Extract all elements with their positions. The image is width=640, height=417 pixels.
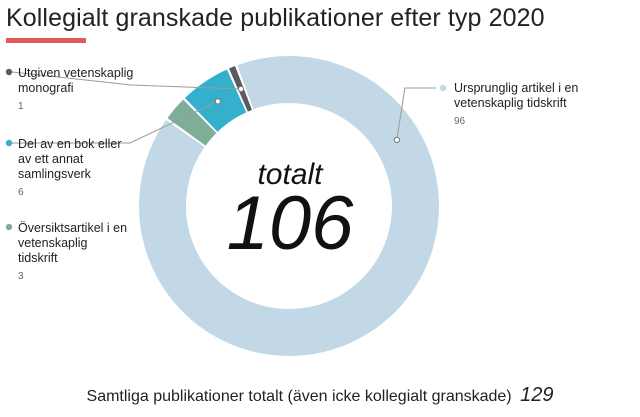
bok-legend-marker [5, 139, 13, 147]
label-monografi-value: 1 [18, 101, 24, 112]
slice-oversikt [167, 99, 217, 146]
label-monografi-text: Utgiven vetenskaplig monografi [18, 66, 134, 95]
bok-leader [12, 100, 219, 144]
label-oversikt: Översiktsartikel i en vetenskaplig tidsk… [18, 221, 130, 284]
monografi-legend-marker [5, 68, 13, 76]
label-bok: Del av en bok eller av ett annat samling… [18, 137, 128, 200]
label-artikel-text: Ursprunglig artikel i en vetenskaplig ti… [454, 81, 579, 110]
label-monografi: Utgiven vetenskaplig monografi 1 [18, 66, 148, 114]
footer: Samtliga publikationer totalt (även icke… [0, 384, 640, 407]
label-oversikt-text: Översiktsartikel i en vetenskaplig tidsk… [18, 221, 128, 265]
slice-artikel [138, 55, 439, 357]
label-artikel: Ursprunglig artikel i en vetenskaplig ti… [454, 81, 624, 129]
label-bok-value: 6 [18, 187, 24, 198]
center-word: totalt [257, 158, 323, 191]
artikel-leader [396, 87, 436, 140]
chart-title: Kollegialt granskade publikationer efter… [6, 4, 545, 32]
artikel-leader-dot [393, 136, 400, 143]
monografi-leader [11, 71, 241, 90]
artikel-legend-marker [439, 84, 447, 92]
bok-leader-dot [214, 98, 221, 105]
title-accent-bar [6, 38, 86, 43]
center-total: 106 [226, 181, 354, 266]
oversikt-legend-marker [5, 223, 13, 231]
monografi-leader-dot [237, 85, 245, 93]
leader-lines [5, 68, 447, 231]
label-oversikt-value: 3 [18, 271, 24, 282]
footer-total: 129 [520, 384, 554, 406]
label-artikel-value: 96 [454, 116, 466, 127]
footer-text: Samtliga publikationer totalt (även icke… [86, 388, 512, 405]
label-bok-text: Del av en bok eller av ett annat samling… [18, 137, 122, 181]
